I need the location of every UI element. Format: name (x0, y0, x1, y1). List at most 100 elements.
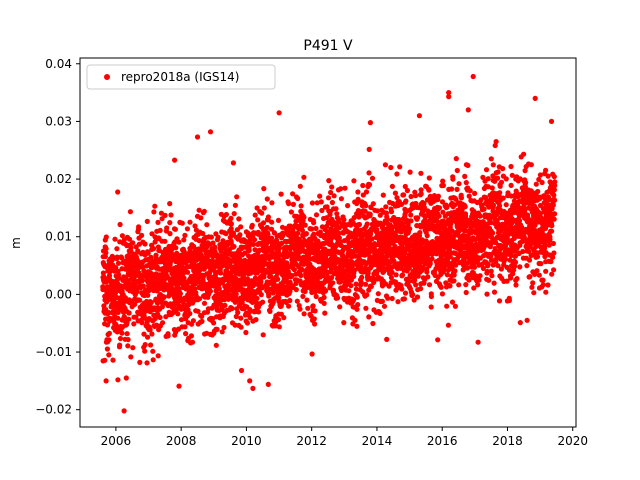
data-point (484, 291, 490, 297)
data-point (200, 230, 206, 237)
data-point (214, 326, 220, 332)
data-point (160, 320, 166, 326)
data-point (312, 321, 318, 327)
data-point (393, 272, 399, 278)
data-point (353, 281, 359, 287)
data-point (210, 240, 216, 246)
data-point (238, 224, 244, 230)
data-point (364, 292, 370, 298)
data-point (476, 277, 482, 283)
data-point (212, 244, 218, 250)
data-point (244, 320, 250, 326)
data-point (106, 337, 112, 343)
data-point (117, 335, 124, 342)
data-point (489, 273, 495, 279)
data-point (297, 183, 303, 189)
data-point (475, 282, 481, 288)
data-point (198, 215, 204, 221)
data-point (188, 333, 194, 339)
data-point (125, 253, 132, 259)
data-point (351, 178, 357, 184)
data-point (495, 169, 501, 175)
data-point (413, 282, 419, 288)
data-point (551, 250, 557, 256)
data-point (415, 215, 421, 221)
data-point (237, 232, 243, 238)
data-point (323, 288, 329, 294)
data-point (463, 180, 469, 186)
data-point (477, 273, 483, 279)
data-point (287, 297, 293, 304)
data-point-outlier (475, 339, 481, 345)
data-point (551, 216, 557, 222)
data-point (301, 311, 307, 317)
data-point (185, 269, 191, 275)
data-point (502, 256, 508, 262)
data-point (126, 310, 132, 316)
data-point (183, 331, 189, 337)
data-point (488, 156, 494, 162)
data-point (338, 196, 344, 202)
data-point (397, 164, 403, 170)
data-point (335, 295, 341, 301)
data-point (293, 287, 299, 293)
data-point (199, 313, 205, 319)
data-point (133, 314, 139, 320)
data-point (193, 293, 199, 299)
data-point (491, 289, 498, 295)
data-point (102, 357, 108, 363)
data-point (142, 348, 148, 354)
data-point (534, 268, 540, 274)
data-point (329, 184, 335, 190)
data-point (137, 359, 143, 365)
data-point (355, 189, 361, 195)
data-point (533, 181, 539, 187)
data-point (302, 222, 308, 228)
data-point (113, 265, 119, 271)
data-point (175, 311, 181, 317)
data-point (417, 230, 423, 236)
data-point (381, 303, 388, 309)
data-point (269, 235, 275, 241)
data-point (366, 146, 372, 152)
data-point (218, 248, 224, 254)
data-point (366, 314, 372, 320)
data-point (429, 256, 435, 262)
data-point (254, 295, 260, 301)
data-point (418, 286, 424, 292)
data-point (434, 218, 440, 224)
data-point (514, 276, 520, 282)
data-point (486, 277, 492, 283)
data-point-outlier (416, 113, 422, 119)
data-point (367, 211, 373, 217)
data-point (346, 288, 352, 294)
data-point (148, 299, 154, 305)
data-point (301, 174, 307, 180)
data-point (139, 232, 145, 238)
data-point-outlier (532, 95, 538, 101)
x-tick-label: 2008 (166, 434, 197, 448)
data-point (481, 206, 487, 212)
data-point (228, 221, 234, 227)
data-point (155, 219, 161, 225)
data-point (337, 304, 343, 310)
data-point (456, 181, 462, 187)
data-point (424, 233, 430, 239)
data-point (458, 195, 464, 201)
data-point (116, 275, 122, 281)
x-tick-label: 2010 (231, 434, 262, 448)
data-point (128, 245, 134, 251)
data-point (222, 302, 228, 308)
data-point (364, 221, 370, 227)
data-point (354, 306, 360, 312)
data-point (435, 193, 441, 199)
data-point (233, 291, 239, 297)
data-point (210, 253, 216, 259)
data-point (540, 282, 546, 288)
data-point (500, 195, 506, 201)
data-point (513, 282, 519, 288)
data-point (252, 212, 258, 218)
data-point (229, 305, 235, 312)
data-point (462, 204, 468, 210)
